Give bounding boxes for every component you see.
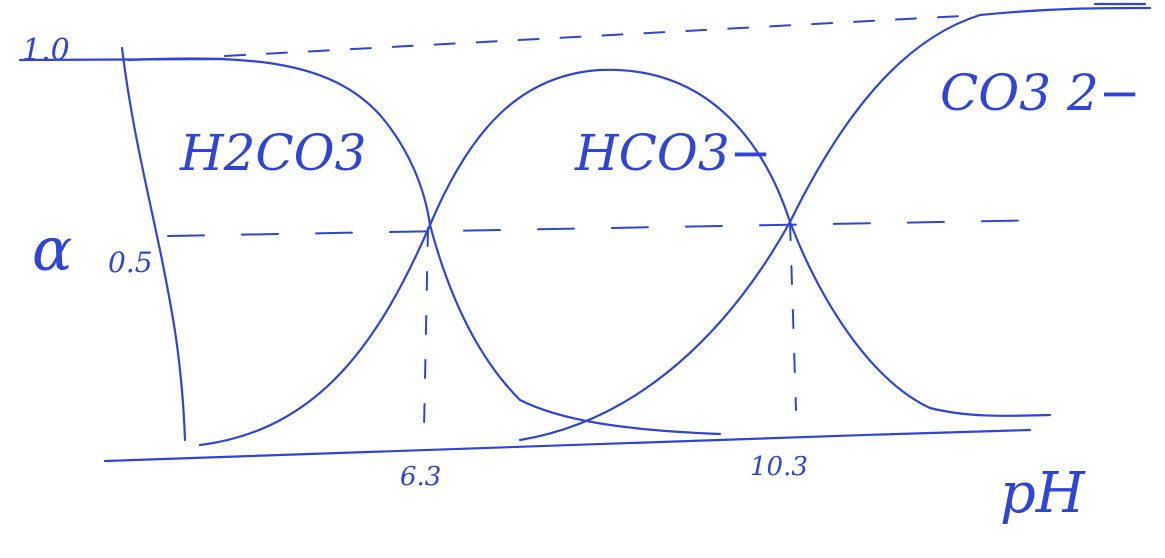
x-axis-label: pH — [1000, 461, 1086, 526]
x-tick-10-3: 10.3 — [750, 452, 808, 482]
pka1-dashed-drop — [423, 227, 429, 431]
h2co3-curve — [126, 57, 722, 436]
species-co3-label: CO3 2− — [940, 64, 1141, 122]
co3-curve — [518, 6, 1152, 442]
hco3-curve — [198, 68, 1052, 447]
mid-dashed-line — [167, 219, 1051, 237]
x-tick-6-3: 6.3 — [400, 462, 441, 492]
species-h2co3-label: H2CO3 — [179, 124, 366, 182]
alpha-symbol: α — [32, 215, 73, 285]
top-dashed-line — [224, 14, 981, 57]
pka2-dashed-drop — [789, 221, 797, 411]
y-axis-line — [120, 46, 187, 442]
species-hco3-label: HCO3− — [574, 124, 772, 182]
y-top-label: 1.0 — [22, 33, 70, 68]
y-mid-label: 0.5 — [108, 246, 153, 279]
